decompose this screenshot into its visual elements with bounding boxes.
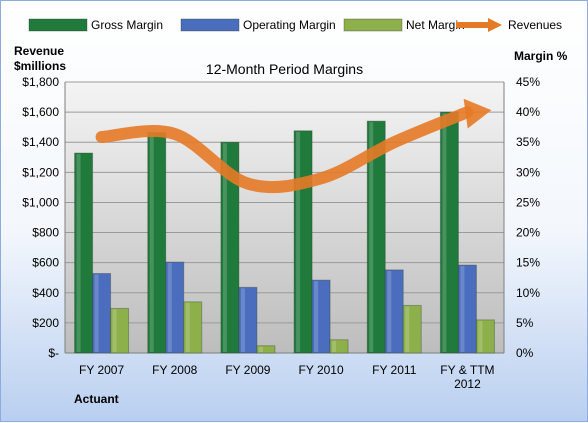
left-tick-label: $1,400 — [22, 135, 59, 149]
bar-highlight — [314, 281, 318, 352]
legend-label-operating-margin: Operating Margin — [243, 18, 336, 32]
chart-title: 12-Month Period Margins — [206, 61, 363, 77]
x-tick-label: FY 2010 — [299, 363, 344, 377]
right-tick-label: 25% — [516, 195, 540, 209]
left-tick-label: $1,000 — [22, 195, 59, 209]
bar-highlight — [259, 347, 263, 352]
right-tick-label: 10% — [516, 286, 540, 300]
left-tick-label: $1,800 — [22, 75, 59, 89]
right-tick-label: 45% — [516, 75, 540, 89]
right-axis-ticks: 0% 5% 10% 15% 20% 25% 30% 35% 40% 45% — [516, 75, 540, 360]
bar-highlight — [77, 154, 81, 352]
left-tick-label: $800 — [32, 226, 59, 240]
legend-swatch-gross-margin — [29, 19, 87, 31]
legend-label-revenues: Revenues — [508, 18, 562, 32]
bar-highlight — [150, 134, 154, 352]
bar-highlight — [168, 263, 172, 352]
right-tick-label: 0% — [516, 346, 534, 360]
x-tick-label: FY 2011 — [372, 363, 417, 377]
x-tick-label: FY 2009 — [225, 363, 270, 377]
left-tick-label: $600 — [32, 256, 59, 270]
right-tick-label: 30% — [516, 165, 540, 179]
bar-highlight — [241, 288, 245, 352]
bar-highlight — [478, 321, 482, 352]
left-axis-label: Revenue$millions — [14, 44, 66, 73]
bar-highlight — [460, 266, 464, 352]
bar-highlight — [442, 113, 446, 352]
x-tick-label: FY 2008 — [152, 363, 197, 377]
right-tick-label: 5% — [516, 316, 534, 330]
left-tick-label: $400 — [32, 286, 59, 300]
legend-label-gross-margin: Gross Margin — [91, 18, 163, 32]
left-tick-label: $1,600 — [22, 105, 59, 119]
legend-arrow — [488, 18, 502, 32]
bar-highlight — [387, 271, 391, 352]
bar-highlight — [405, 306, 409, 352]
left-axis-ticks: $- $200 $400 $600 $800 $1,000 $1,200 $1,400 $1,6… — [22, 75, 59, 360]
legend: Gross Margin Operating Margin Net Margin Re… — [29, 18, 562, 32]
x-axis-ticks: FY 2007 FY 2008 FY 2009 FY 2010 FY 2011 FY & … — [79, 363, 495, 391]
left-tick-label: $200 — [32, 316, 59, 330]
left-tick-label: $- — [48, 346, 59, 360]
bar-highlight — [332, 341, 336, 352]
right-axis-label: Margin % — [514, 49, 568, 63]
legend-label-net-margin: Net Margin — [406, 18, 465, 32]
bar-highlight — [296, 132, 300, 352]
right-tick-label: 20% — [516, 226, 540, 240]
footnote: Actuant — [74, 392, 119, 406]
legend-swatch-operating-margin — [181, 19, 239, 31]
legend-swatch-net-margin — [344, 19, 402, 31]
bar-highlight — [186, 303, 190, 352]
right-tick-label: 40% — [516, 105, 540, 119]
bar-highlight — [95, 275, 99, 352]
bar-highlight — [113, 309, 117, 352]
x-tick-label: FY 2007 — [79, 363, 124, 377]
right-tick-label: 35% — [516, 135, 540, 149]
right-tick-label: 15% — [516, 256, 540, 270]
left-tick-label: $1,200 — [22, 165, 59, 179]
